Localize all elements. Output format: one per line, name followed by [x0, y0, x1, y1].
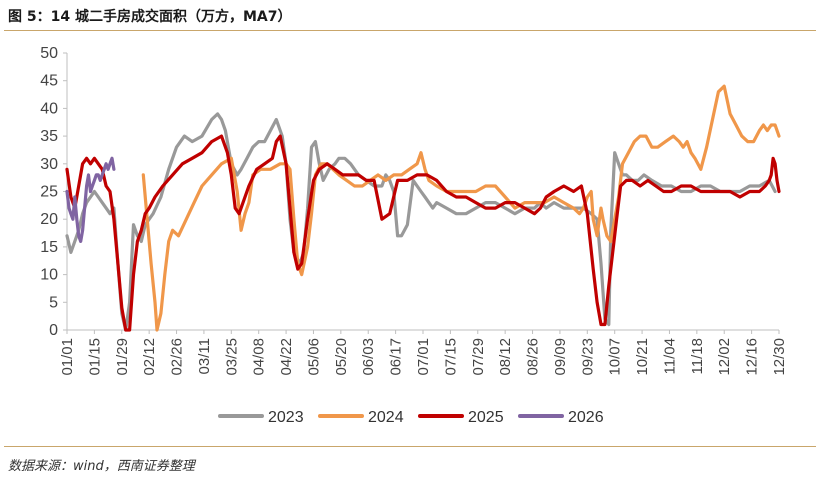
y-tick-label: 5 [49, 294, 58, 311]
x-tick-label: 03/11 [196, 338, 213, 374]
series-line-2024 [141, 84, 781, 332]
x-tick-label: 09/23 [579, 338, 596, 376]
series-line-2025 [65, 134, 781, 332]
y-tick-label: 30 [40, 156, 58, 173]
header-rule [4, 30, 816, 31]
x-tick-label: 03/25 [223, 338, 240, 376]
chart-axes: 0 5 10 15 20 25 30 35 40 45 50 01/01 01/15 01/29 02/12… [40, 45, 788, 376]
x-tick-label: 07/01 [415, 338, 432, 376]
x-tick-label: 04/08 [251, 338, 268, 376]
legend-label-2026: 2026 [568, 409, 604, 426]
y-tick-label: 25 [40, 184, 58, 201]
source-note: 数据来源：wind，西南证券整理 [8, 459, 195, 474]
x-tick-label: 02/26 [169, 338, 186, 376]
x-tick-label: 01/15 [86, 338, 103, 376]
x-tick-label: 09/09 [552, 338, 569, 376]
x-tick-label: 01/29 [114, 338, 131, 376]
series-line-2023 [65, 112, 777, 332]
series-line-2026 [65, 156, 116, 243]
y-tick-label: 0 [49, 322, 58, 339]
y-tick-label: 15 [40, 239, 58, 256]
x-tick-label: 01/01 [59, 338, 76, 376]
x-tick-label: 11/18 [689, 338, 706, 374]
legend-label-2024: 2024 [368, 409, 404, 426]
x-tick-label: 10/21 [634, 338, 651, 376]
y-tick-label: 20 [40, 211, 58, 228]
x-tick-label: 12/16 [744, 338, 761, 376]
x-tick-label: 12/02 [716, 338, 733, 376]
x-tick-label: 06/03 [360, 338, 377, 376]
x-tick-label: 08/26 [525, 338, 542, 376]
series-layer [65, 84, 781, 332]
x-tick-label: 05/06 [305, 338, 322, 376]
y-tick-label: 50 [40, 45, 58, 62]
x-tick-label: 07/29 [470, 338, 487, 376]
x-tick-label: 05/20 [333, 338, 350, 376]
x-tick-label: 11/04 [661, 338, 678, 374]
x-tick-label: 06/17 [388, 338, 405, 376]
x-tick-label: 10/07 [607, 338, 624, 376]
y-tick-label: 40 [40, 100, 58, 117]
footer-rule [4, 446, 816, 447]
chart-legend: 2023 2024 2025 2026 [218, 409, 604, 426]
x-tick-label: 12/30 [771, 338, 788, 376]
x-tick-label: 08/12 [497, 338, 514, 376]
y-tick-label: 45 [40, 73, 58, 90]
legend-label-2023: 2023 [268, 409, 304, 426]
y-tick-label: 10 [40, 267, 58, 284]
x-tick-label: 04/22 [278, 338, 295, 376]
y-tick-label: 35 [40, 128, 58, 145]
x-tick-label: 07/15 [442, 338, 459, 376]
legend-label-2025: 2025 [468, 409, 504, 426]
x-tick-label: 02/12 [141, 338, 158, 376]
chart-title: 图 5：14 城二手房成交面积（万方，MA7） [8, 9, 292, 25]
